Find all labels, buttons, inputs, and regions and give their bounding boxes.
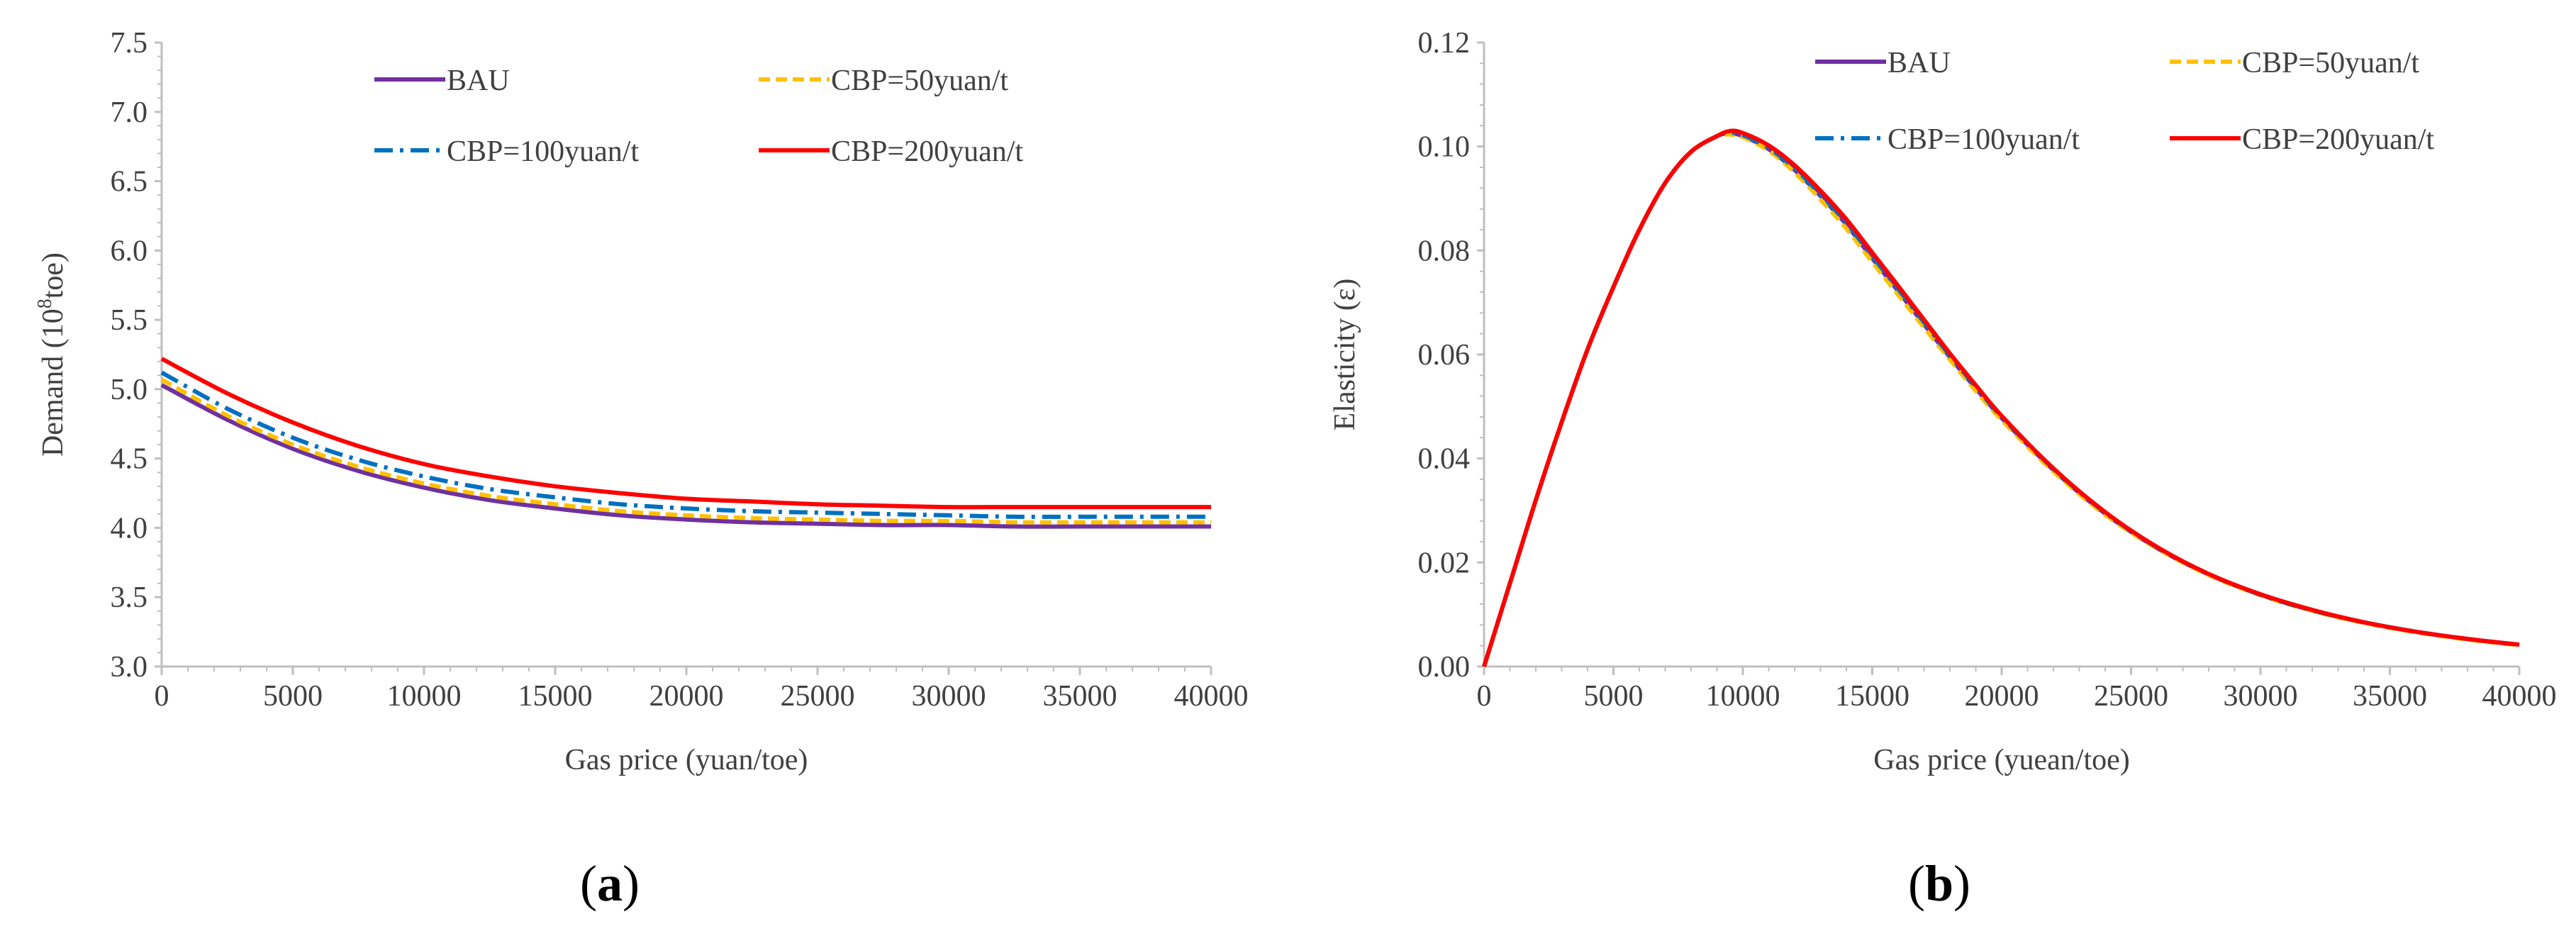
x-tick-label: 5000: [1584, 680, 1644, 713]
legend: BAU CBP=50yuan/t CBP=100yuan/t CBP=200yu…: [1815, 47, 2434, 156]
x-tick-labels: 0 5000 10000 15000 20000 25000 30000 35000 40000: [1477, 667, 2557, 713]
x-tick-label: 35000: [2353, 680, 2427, 713]
y-tick-label: 3.5: [111, 581, 148, 614]
series-lines: [160, 357, 1211, 529]
x-tick-label: 0: [1477, 680, 1492, 713]
x-tick-label: 0: [155, 680, 169, 713]
x-tick-label: 20000: [649, 680, 724, 713]
minor-ticks: [157, 42, 1212, 671]
series-line-cbp-200yuan-t: [160, 357, 1211, 510]
panel-letter-a: a: [597, 855, 623, 912]
x-tick-label: 10000: [387, 680, 462, 713]
panel-letter-b: b: [1925, 855, 1953, 912]
x-tick-label: 40000: [2482, 680, 2557, 713]
series-line-cbp-100yuan-t: [160, 370, 1211, 519]
y-tick-label: 7.5: [111, 27, 148, 60]
legend-label-bau: BAU: [1888, 47, 1951, 79]
y-tick-label: 0.04: [1418, 443, 1471, 476]
series-line-cbp-200yuan-t: [1482, 128, 2520, 667]
series-line-bau: [160, 383, 1211, 529]
y-axis-title: Elasticity (ε): [1329, 279, 1361, 431]
series-line-cbp-100yuan-t: [1482, 130, 2520, 667]
x-tick-label: 10000: [1706, 680, 1780, 713]
legend-label-bau: BAU: [447, 65, 510, 97]
y-tick-label: 4.5: [111, 443, 148, 476]
chart-panel-a: 3.0 3.5 4.0 4.5 5.0 5.5 6.0 6.5 7.0 7.5 0 5000 1000…: [34, 27, 1249, 912]
chart-panel-b: 0.00 0.02 0.04 0.06 0.08 0.10 0.12 0 5000 10000 1…: [1329, 27, 2557, 912]
x-tick-label: 20000: [1965, 680, 2039, 713]
minor-ticks: [1480, 42, 2520, 671]
series-line-cbp-50yuan-t: [160, 377, 1211, 525]
y-axis-title-unit: toe): [37, 252, 69, 299]
y-tick-label: 5.5: [111, 304, 148, 337]
y-tick-label: 6.5: [111, 166, 148, 199]
y-tick-label: 0.06: [1418, 339, 1471, 372]
legend: BAU CBP=50yuan/t CBP=100yuan/t CBP=200yu…: [374, 65, 1023, 168]
y-tick-labels: 3.0 3.5 4.0 4.5 5.0 5.5 6.0 6.5 7.0 7.5: [111, 27, 162, 684]
series-line-cbp-50yuan-t: [1482, 132, 2520, 667]
x-tick-label: 15000: [1835, 680, 1909, 713]
legend-label-cbp200: CBP=200yuan/t: [831, 135, 1023, 168]
x-tick-label: 30000: [912, 680, 986, 713]
y-axis-title: Demand (108toe): [34, 252, 69, 457]
legend-label-cbp50: CBP=50yuan/t: [831, 65, 1008, 97]
x-tick-label: 5000: [263, 680, 323, 713]
x-tick-label: 35000: [1043, 680, 1117, 713]
y-tick-label: 0.08: [1418, 235, 1471, 267]
y-tick-label: 0.00: [1418, 651, 1471, 684]
x-axis-title: Gas price (yuean/toe): [1873, 744, 2130, 776]
y-tick-label: 7.0: [111, 96, 148, 129]
legend-label-cbp100: CBP=100yuan/t: [447, 135, 639, 168]
legend-label-cbp100: CBP=100yuan/t: [1888, 123, 2080, 156]
legend-label-cbp50: CBP=50yuan/t: [2242, 47, 2419, 79]
y-tick-label: 5.0: [111, 374, 148, 406]
legend-label-cbp200: CBP=200yuan/t: [2242, 123, 2434, 156]
y-tick-label: 0.12: [1418, 27, 1471, 60]
y-axis-title-superscript: 8: [34, 299, 56, 308]
x-tick-label: 15000: [518, 680, 593, 713]
x-tick-label: 40000: [1174, 680, 1249, 713]
y-tick-labels: 0.00 0.02 0.04 0.06 0.08 0.10 0.12: [1418, 27, 1484, 684]
series-line-bau: [1482, 131, 2520, 667]
y-tick-label: 0.02: [1418, 547, 1471, 579]
x-tick-label: 25000: [781, 680, 855, 713]
x-tick-label: 30000: [2224, 680, 2298, 713]
x-tick-labels: 0 5000 10000 15000 20000 25000 30000 35000 40000: [155, 667, 1249, 713]
panel-label-b: (b): [1908, 855, 1970, 912]
y-tick-label: 3.0: [111, 651, 148, 684]
y-tick-label: 6.0: [111, 235, 148, 267]
x-axis-title: Gas price (yuan/toe): [565, 744, 808, 776]
x-tick-label: 25000: [2094, 680, 2168, 713]
panel-label-a: (a): [580, 855, 640, 912]
y-tick-label: 4.0: [111, 512, 148, 545]
y-tick-label: 0.10: [1418, 131, 1471, 164]
series-lines: [1482, 128, 2520, 667]
